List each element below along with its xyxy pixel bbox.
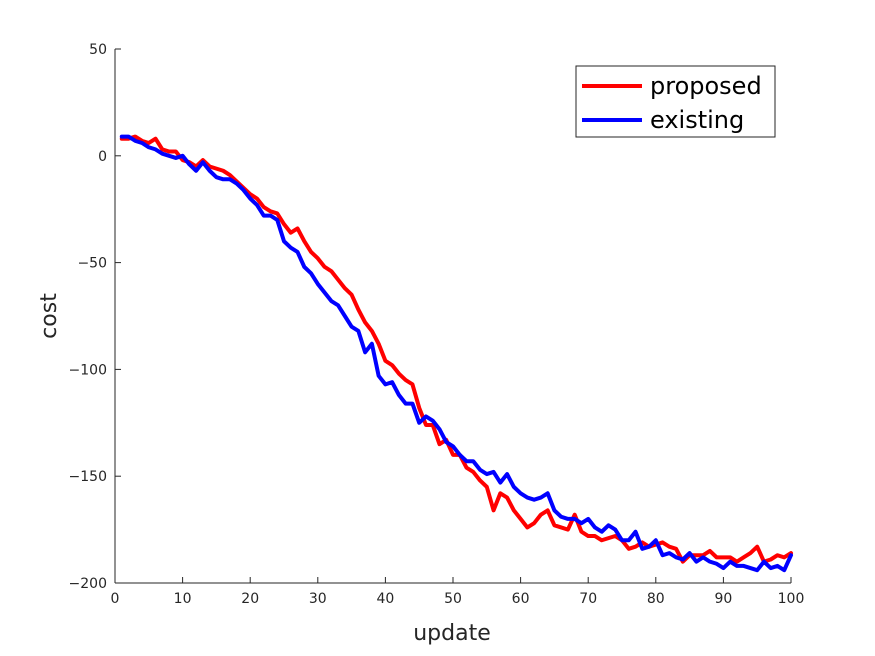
x-tick-label: 70 [579,591,597,607]
x-tick-label: 90 [714,591,732,607]
x-tick-label: 40 [376,591,394,607]
y-tick-label: −150 [69,469,107,485]
y-tick-label: −200 [69,576,107,592]
x-tick-label: 20 [241,591,259,607]
plot-area [115,49,793,583]
y-axis-label: cost [37,293,62,339]
x-axis-label: update [413,621,491,646]
y-tick-label: 50 [89,42,107,58]
x-tick-label: 80 [647,591,665,607]
x-tick-label: 10 [174,591,192,607]
y-tick-label: 0 [98,149,107,165]
x-tick-label: 100 [778,591,805,607]
x-tick-label: 30 [309,591,327,607]
series-line-proposed [119,134,793,564]
legend-box [575,65,776,138]
legend-label-existing: existing [650,106,744,134]
y-tick-label: −50 [77,256,107,272]
series-line-existing [119,134,793,573]
x-tick-label: 50 [444,591,462,607]
legend: proposed existing [575,65,776,138]
plot-background [115,49,791,583]
x-tick-label: 60 [512,591,530,607]
x-tick-label: 0 [111,591,120,607]
y-tick-label: −100 [69,362,107,378]
legend-label-proposed: proposed [650,72,762,100]
axes: 0 10 20 30 40 50 60 70 80 90 100 −200 −150 −100 −50 0 50 [69,42,805,607]
